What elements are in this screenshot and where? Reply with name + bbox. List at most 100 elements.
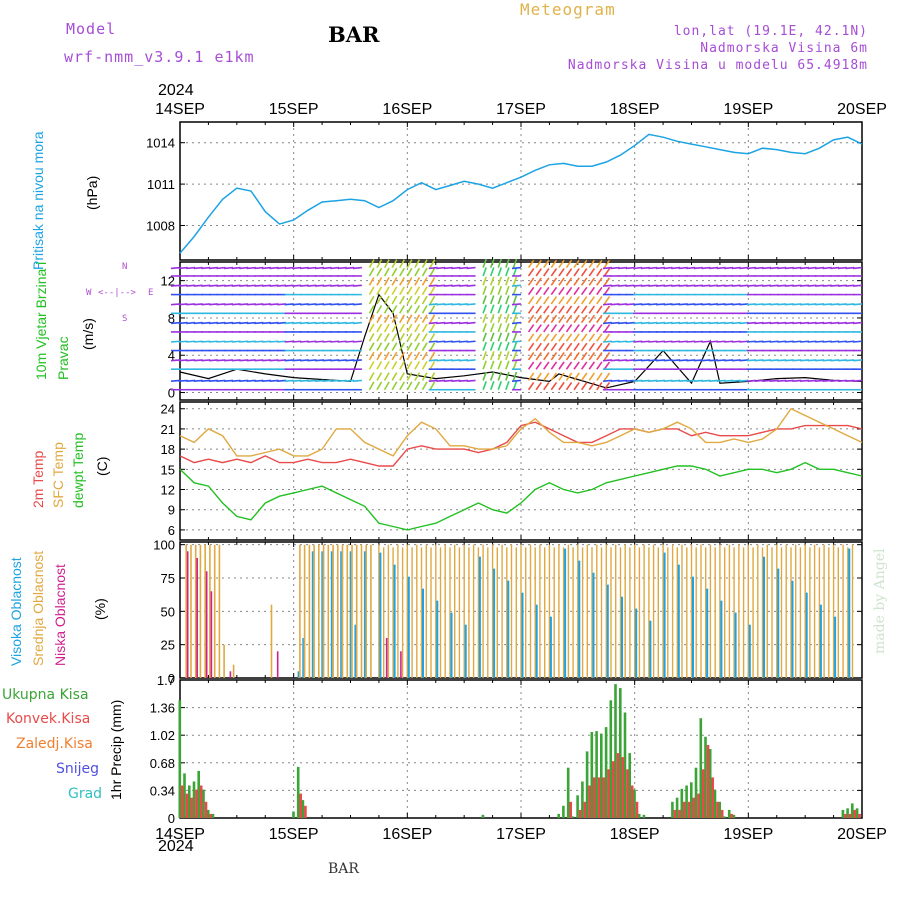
precip-bar	[614, 684, 617, 818]
wind-barb	[208, 266, 218, 270]
wind-barb	[383, 361, 390, 370]
wind-barb	[580, 268, 588, 277]
wind-barb	[352, 340, 362, 343]
precip-bar	[635, 801, 639, 818]
wind-barb	[466, 321, 476, 325]
wind-barb	[724, 266, 734, 270]
wind-barb	[322, 266, 332, 270]
wind-barb	[254, 303, 264, 306]
wind-barb	[505, 351, 510, 361]
wind-barb	[610, 379, 620, 382]
wind-barb	[815, 266, 825, 270]
wind-barb	[558, 314, 565, 324]
wind-barb	[799, 321, 810, 325]
wind-barb	[322, 340, 332, 343]
wind-barb	[239, 266, 249, 270]
precip-bar	[304, 805, 307, 818]
wind-barb	[565, 259, 573, 269]
precip-bar	[697, 793, 700, 818]
wind-barb	[368, 361, 375, 370]
y-tick-label: 6	[168, 523, 175, 538]
wind-barb	[754, 303, 764, 306]
wind-barb	[573, 314, 580, 324]
precip-bar	[685, 785, 688, 818]
wind-barb	[421, 277, 428, 286]
wind-barb	[299, 359, 309, 362]
wind-barb	[618, 379, 628, 382]
precip-bar	[206, 809, 210, 818]
wind-barb	[558, 286, 565, 296]
wind-barb	[337, 266, 347, 270]
wind-barb	[376, 372, 383, 381]
wind-barb	[314, 359, 325, 362]
wind-barb	[216, 303, 226, 306]
wind-barb	[391, 323, 398, 333]
footer-station: BAR	[328, 861, 359, 877]
precip-bar	[183, 773, 186, 818]
wind-barb	[716, 359, 726, 362]
wind-barb	[686, 284, 696, 287]
precip-bar	[581, 781, 584, 818]
wind-barb	[201, 359, 211, 362]
wind-barb	[588, 333, 596, 342]
wind-barb	[505, 313, 510, 323]
wind-barb	[535, 268, 542, 277]
wind-barb	[224, 340, 234, 343]
wind-barb	[428, 321, 438, 325]
wind-barb	[603, 342, 611, 352]
wind-barb	[550, 324, 558, 333]
wind-barb	[701, 379, 711, 382]
precip-bar	[609, 700, 613, 818]
wind-barb	[535, 372, 542, 381]
wind-barb	[543, 259, 550, 269]
wind-barb	[512, 267, 518, 277]
wind-barb	[299, 379, 309, 382]
wind-barb	[489, 267, 495, 277]
wind-barb	[414, 333, 421, 342]
wind-barb	[376, 305, 383, 314]
precip-bar	[178, 700, 182, 818]
chart-title: Meteogram	[520, 0, 616, 19]
wind-barb	[512, 323, 518, 333]
wind-barb	[376, 259, 383, 268]
wind-barb	[550, 259, 558, 269]
wind-barb	[292, 284, 302, 287]
wind-barb	[428, 379, 438, 382]
wind-barb	[505, 381, 510, 391]
wind-barb	[383, 267, 390, 277]
wind-barb	[655, 266, 666, 270]
wind-barb	[784, 266, 794, 270]
wind-barb	[543, 277, 550, 286]
wind-barb	[693, 321, 703, 325]
wind-barb	[505, 323, 510, 333]
wind-barb	[830, 321, 840, 325]
wind-barb	[845, 266, 855, 270]
wind-barb	[762, 284, 772, 287]
wind-barb	[724, 359, 734, 362]
wind-barb	[406, 267, 413, 277]
y-tick-label: 25	[161, 638, 175, 653]
wind-barb	[443, 303, 453, 306]
wind-barb	[201, 321, 211, 325]
y-tick-label: 18	[161, 442, 175, 457]
wind-barb	[648, 321, 658, 325]
wind-barb	[292, 340, 302, 343]
wind-barb	[565, 361, 573, 370]
wind-barb	[777, 321, 787, 325]
wind-barb	[208, 340, 218, 343]
day-label-bottom: 18SEP	[610, 826, 660, 843]
wind-barb	[497, 341, 503, 351]
wind-barb	[663, 379, 673, 382]
wind-barb	[428, 359, 438, 362]
wind-barb	[852, 284, 863, 287]
wind-barb	[376, 277, 383, 286]
wind-barb	[406, 295, 413, 305]
wind-barb	[535, 277, 542, 286]
wind-barb	[830, 284, 840, 287]
wind-barb	[618, 303, 628, 306]
precip-bar	[858, 813, 861, 818]
wind-barb	[299, 284, 309, 287]
wind-barb	[239, 379, 249, 382]
wind-barb	[352, 266, 362, 270]
wind-barb	[428, 340, 438, 343]
